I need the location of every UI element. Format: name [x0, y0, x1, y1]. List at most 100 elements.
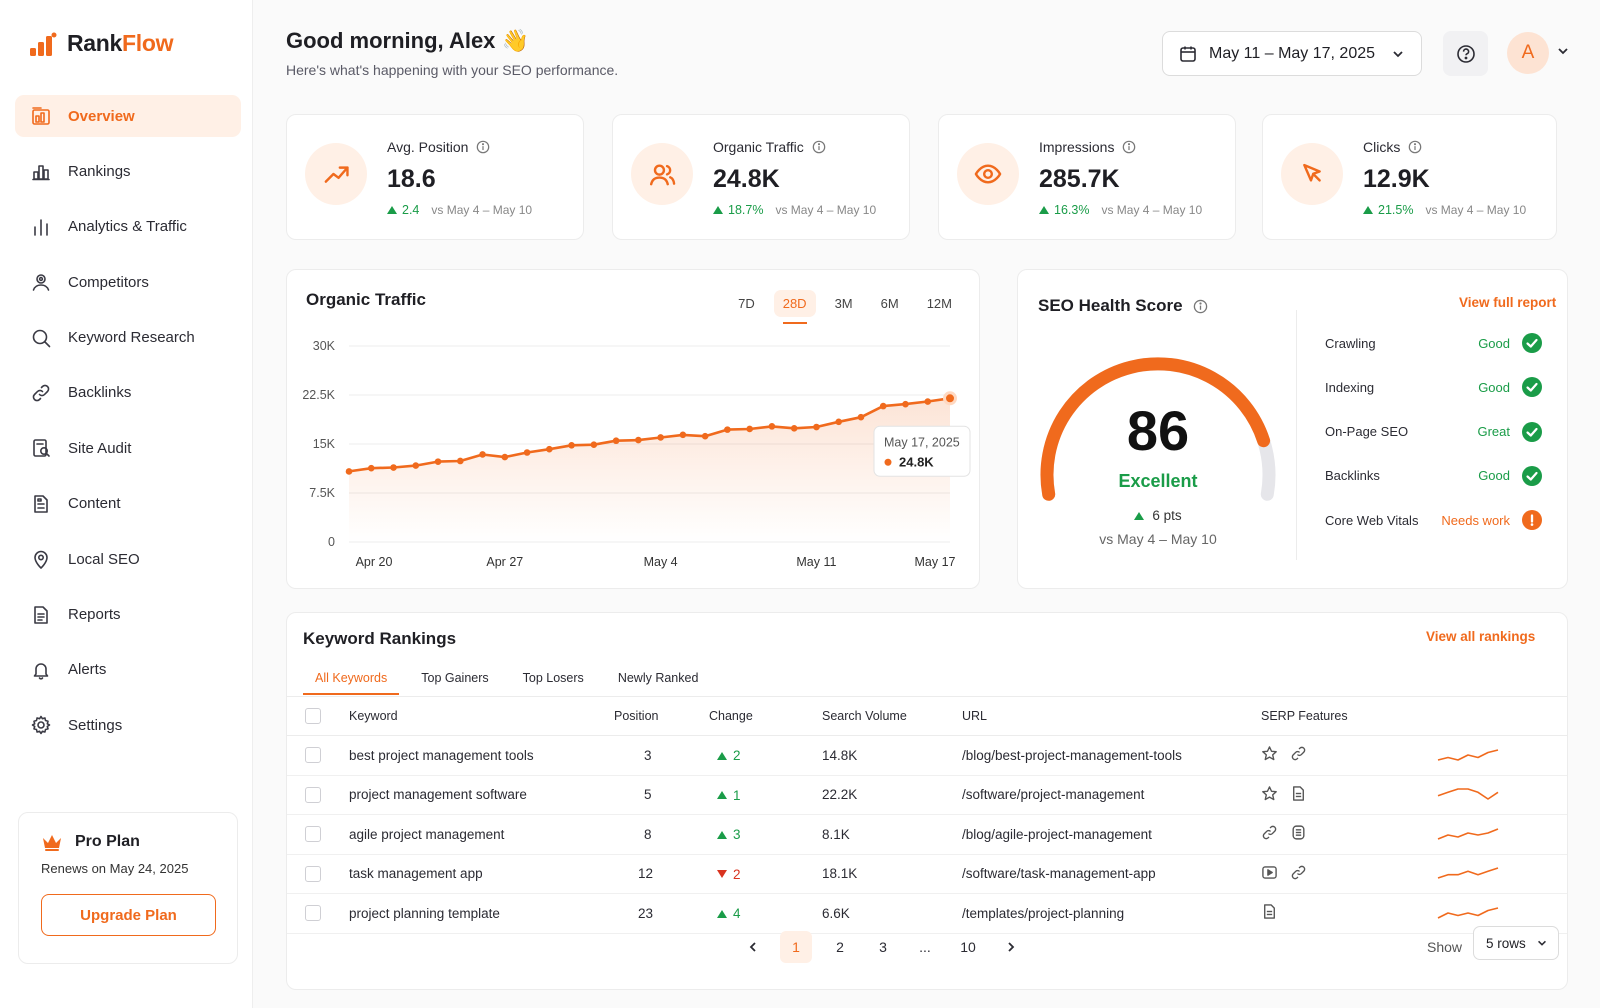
table-row[interactable]: task management app 12 2 18.1K /software…: [287, 854, 1567, 894]
change-cell: 4: [709, 893, 822, 934]
url-cell[interactable]: /software/project-management: [962, 775, 1261, 815]
col-serp-features[interactable]: SERP Features: [1261, 696, 1436, 736]
kpi-label: Clicks: [1363, 139, 1422, 155]
chevron-down-icon[interactable]: [1556, 44, 1570, 58]
sidebar-item-alerts[interactable]: Alerts: [15, 649, 241, 691]
chevron-down-icon: [1538, 940, 1546, 946]
kpi-card-impressions[interactable]: Impressions 285.7K 16.3% vs May 4 – May …: [938, 114, 1236, 240]
star-icon[interactable]: [1261, 785, 1278, 802]
sidebar-item-rankings[interactable]: Rankings: [15, 150, 241, 192]
brand-logo[interactable]: RankFlow: [30, 30, 174, 57]
page-3-button[interactable]: 3: [879, 939, 887, 955]
news-icon[interactable]: [1290, 824, 1307, 841]
tab-newly-ranked[interactable]: Newly Ranked: [617, 671, 699, 685]
sidebar-item-content[interactable]: Content: [15, 483, 241, 525]
keyword-cell[interactable]: task management app: [349, 854, 599, 894]
link-icon[interactable]: [1261, 824, 1278, 841]
row-checkbox[interactable]: [305, 747, 321, 764]
sidebar-item-settings[interactable]: Settings: [15, 704, 241, 746]
keyword-cell[interactable]: agile project management: [349, 814, 599, 855]
view-all-rankings-link[interactable]: View all rankings: [1426, 629, 1536, 644]
table-row[interactable]: project management software 5 1 22.2K /s…: [287, 775, 1567, 815]
range-tab-6m[interactable]: 6M: [880, 296, 899, 311]
document-icon[interactable]: [1290, 785, 1307, 802]
search-icon: [32, 329, 51, 347]
traffic-line-chart: 0 7.5K 15K 22.5K 30K Apr 20 Apr 27 May 4 May 11 M…: [302, 339, 971, 569]
sidebar-item-overview[interactable]: Overview: [15, 95, 241, 137]
health-item-backlinks: Backlinks Good: [1325, 464, 1556, 488]
date-range-picker[interactable]: May 11 – May 17, 2025: [1162, 31, 1422, 76]
info-icon[interactable]: [1193, 299, 1208, 314]
rows-per-page-select[interactable]: 5 rows: [1473, 926, 1559, 960]
keyword-cell[interactable]: project management software: [349, 775, 599, 815]
star-icon[interactable]: [1261, 745, 1278, 762]
kpi-card-clicks[interactable]: Clicks 12.9K 21.5% vs May 4 – May 10: [1262, 114, 1557, 240]
kpi-delta: 21.5% vs May 4 – May 10: [1363, 203, 1526, 217]
serp-cell: [1261, 893, 1436, 934]
kpi-card-avg-position[interactable]: Avg. Position 18.6 2.4 vs May 4 – May 10: [286, 114, 584, 240]
info-icon[interactable]: [1408, 140, 1422, 154]
col-keyword[interactable]: Keyword: [349, 696, 599, 736]
keyword-cell[interactable]: project planning template: [349, 893, 599, 934]
keyword-cell[interactable]: best project management tools: [349, 735, 599, 776]
url-cell[interactable]: /templates/project-planning: [962, 893, 1261, 934]
video-icon[interactable]: [1261, 864, 1278, 881]
view-full-report-link[interactable]: View full report: [1459, 295, 1557, 310]
volume-cell: 18.1K: [822, 854, 962, 894]
plan-card: Pro Plan Renews on May 24, 2025 Upgrade …: [18, 812, 238, 964]
tab-all-keywords[interactable]: All Keywords: [303, 661, 400, 695]
row-checkbox[interactable]: [305, 826, 321, 843]
tooltip-value: 24.8K: [899, 454, 934, 469]
table-row[interactable]: agile project management 8 3 8.1K /blog/…: [287, 814, 1567, 855]
range-tab-7d[interactable]: 7D: [738, 296, 755, 311]
kpi-card-organic-traffic[interactable]: Organic Traffic 24.8K 18.7% vs May 4 – M…: [612, 114, 910, 240]
col-position[interactable]: Position: [599, 696, 709, 736]
prev-page-button[interactable]: [737, 931, 769, 963]
col-url[interactable]: URL: [962, 696, 1261, 736]
info-icon[interactable]: [812, 140, 826, 154]
sidebar-item-site-audit[interactable]: Site Audit: [15, 427, 241, 469]
url-cell[interactable]: /blog/agile-project-management: [962, 814, 1261, 855]
url-cell[interactable]: /software/task-management-app: [962, 854, 1261, 894]
next-page-button[interactable]: [995, 931, 1027, 963]
table-row[interactable]: project planning template 23 4 6.6K /tem…: [287, 893, 1567, 934]
site-audit-icon: [33, 439, 50, 458]
sidebar-item-reports[interactable]: Reports: [15, 594, 241, 636]
info-icon[interactable]: [476, 140, 490, 154]
col-search-volume[interactable]: Search Volume: [822, 696, 962, 736]
page-2-button[interactable]: 2: [836, 939, 844, 955]
select-all-checkbox[interactable]: [305, 708, 321, 724]
info-icon[interactable]: [1122, 140, 1136, 154]
url-cell[interactable]: /blog/best-project-management-tools: [962, 735, 1261, 776]
page-ellipsis-button[interactable]: ...: [919, 939, 931, 955]
document-icon[interactable]: [1261, 903, 1278, 920]
row-checkbox[interactable]: [305, 865, 321, 882]
range-tab-3m[interactable]: 3M: [834, 296, 853, 311]
data-point: [924, 398, 932, 405]
sidebar-item-backlinks[interactable]: Backlinks: [15, 372, 241, 414]
upgrade-plan-button[interactable]: Upgrade Plan: [41, 894, 216, 936]
sidebar-item-keyword-research[interactable]: Keyword Research: [15, 317, 241, 359]
row-checkbox[interactable]: [305, 786, 321, 803]
tab-top-gainers[interactable]: Top Gainers: [421, 671, 489, 685]
link-icon[interactable]: [1290, 745, 1307, 762]
table-row[interactable]: best project management tools 3 2 14.8K …: [287, 735, 1567, 776]
sidebar-item-competitors[interactable]: Competitors: [15, 261, 241, 303]
sidebar-nav: Overview Rankings Analytics & Traffic Compe…: [15, 95, 241, 760]
row-checkbox[interactable]: [305, 905, 321, 922]
range-tab-12m[interactable]: 12M: [926, 296, 952, 311]
link-icon[interactable]: [1290, 864, 1307, 881]
avatar[interactable]: A: [1507, 32, 1549, 74]
page-1-button[interactable]: 1: [780, 931, 812, 963]
page-10-button[interactable]: 10: [960, 939, 976, 955]
range-tab-28d[interactable]: 28D: [773, 290, 816, 324]
sparkline: [1437, 748, 1499, 761]
help-button[interactable]: [1443, 31, 1488, 76]
content-icon: [34, 494, 48, 513]
sidebar-item-analytics-traffic[interactable]: Analytics & Traffic: [15, 206, 241, 248]
sidebar-item-local-seo[interactable]: Local SEO: [15, 538, 241, 580]
col-change[interactable]: Change: [709, 696, 822, 736]
position-cell: 5: [599, 775, 709, 815]
tab-top-losers[interactable]: Top Losers: [522, 671, 584, 685]
sparkline: [1437, 867, 1499, 880]
